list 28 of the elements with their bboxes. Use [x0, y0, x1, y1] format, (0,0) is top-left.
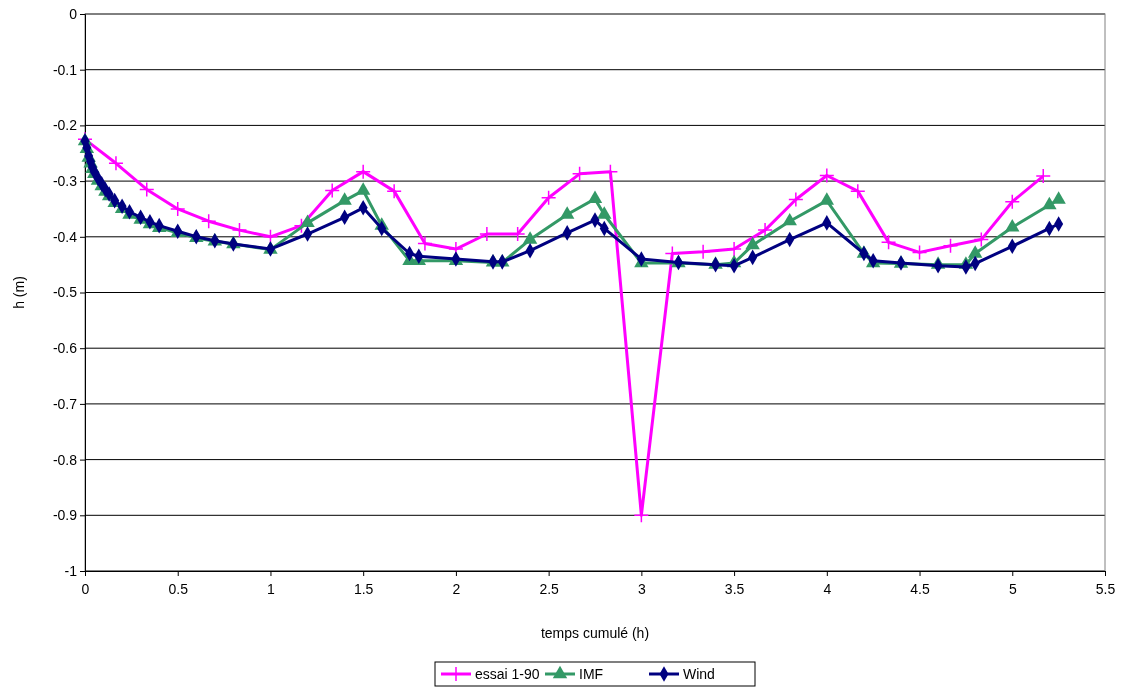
x-tick-label: 3.5: [724, 581, 745, 598]
x-tick-label: 2: [452, 581, 461, 598]
y-tick-label: -0.6: [52, 340, 78, 357]
legend-label: IMF: [579, 666, 604, 682]
x-tick-label: 3: [637, 581, 646, 598]
y-axis-title: h (m): [11, 276, 27, 309]
y-tick-label: -0.3: [52, 173, 78, 190]
x-tick-label: 0: [81, 581, 90, 598]
y-tick-label: 0: [69, 5, 78, 22]
x-tick-label: 4: [823, 581, 832, 598]
y-tick-label: -0.9: [52, 507, 78, 524]
x-tick-label: 1.5: [353, 581, 374, 598]
x-tick-label: 2.5: [539, 581, 560, 598]
y-tick-label: -0.2: [52, 117, 78, 134]
y-tick-label: -0.8: [52, 451, 78, 468]
x-tick-label: 4.5: [910, 581, 930, 598]
legend-label: essai 1-90: [475, 666, 540, 682]
legend-label: Wind: [683, 666, 715, 682]
y-tick-label: -0.1: [52, 61, 78, 78]
y-tick-label: -1: [64, 562, 78, 579]
y-tick-label: -0.5: [52, 284, 78, 301]
x-axis-title: temps cumulé (h): [540, 625, 650, 641]
y-tick-label: -0.7: [52, 395, 78, 412]
x-tick-label: 5: [1008, 581, 1017, 598]
x-tick-label: 0.5: [168, 581, 189, 598]
x-tick-label: 1: [267, 581, 276, 598]
x-tick-label: 5.5: [1095, 581, 1116, 598]
y-tick-label: -0.4: [52, 228, 78, 245]
